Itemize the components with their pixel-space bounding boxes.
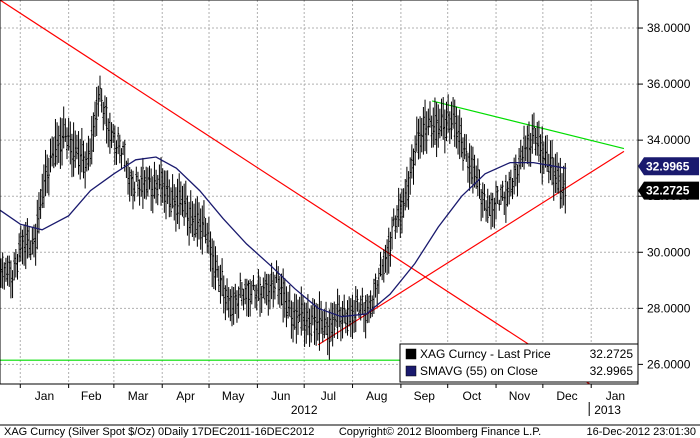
y-tick-label: 36.0000 bbox=[647, 77, 691, 91]
x-tick-label: Oct bbox=[463, 389, 482, 403]
last-value-badge bbox=[638, 181, 699, 200]
y-tick-label: 34.0000 bbox=[647, 133, 691, 147]
last-value-label: 32.2725 bbox=[646, 184, 690, 198]
y-tick-label: 30.0000 bbox=[647, 245, 691, 259]
year-label: 2013 bbox=[594, 403, 621, 417]
x-tick-label: Jul bbox=[321, 389, 336, 403]
y-axis-ticks: 26.000028.000030.000032.000034.000036.00… bbox=[638, 21, 691, 371]
legend-value: 32.2725 bbox=[590, 347, 634, 361]
y-tick-label: 26.0000 bbox=[647, 357, 691, 371]
x-axis-ticks: Jan Feb Mar Apr May Jun Jul Aug Sep Oct Nov Dec Jan2… bbox=[19, 384, 625, 417]
x-tick-label: Feb bbox=[81, 389, 102, 403]
legend-label: SMAVG (55) on Close bbox=[420, 364, 538, 378]
y-tick-label: 38.0000 bbox=[647, 21, 691, 35]
x-tick-label: Aug bbox=[366, 389, 387, 403]
legend: XAG Curncy - Last Price 32.2725 SMAVG (55)… bbox=[399, 343, 639, 383]
x-tick-label: Apr bbox=[176, 389, 195, 403]
last-value-label: 32.9965 bbox=[646, 159, 690, 173]
footer-right: 16-Dec-2012 23:01:30 bbox=[587, 426, 696, 438]
plot-frame bbox=[0, 0, 639, 385]
sma-55-line bbox=[0, 156, 567, 318]
trend-line bbox=[431, 100, 625, 150]
legend-value: 32.9965 bbox=[590, 364, 634, 378]
x-tick-label: Nov bbox=[509, 389, 530, 403]
grid-lines bbox=[0, 0, 638, 384]
x-tick-label: Mar bbox=[128, 389, 149, 403]
x-tick-label: Sep bbox=[414, 389, 436, 403]
year-label: 2012 bbox=[291, 403, 318, 417]
legend-box bbox=[399, 343, 639, 383]
trend-line bbox=[0, 0, 590, 385]
x-tick-label: Jan bbox=[606, 389, 625, 403]
footer-left: XAG Curncy (Silver Spot $/Oz) 0Daily 17D… bbox=[4, 426, 314, 438]
footer-center: Copyright© 2012 Bloomberg Finance L.P. bbox=[339, 426, 541, 438]
legend-swatch bbox=[405, 365, 417, 377]
x-tick-label: Jun bbox=[271, 389, 290, 403]
ohlc-bars bbox=[0, 75, 567, 360]
legend-label: XAG Curncy - Last Price bbox=[420, 347, 551, 361]
last-value-badge bbox=[638, 157, 699, 176]
sma-line bbox=[0, 156, 567, 318]
x-tick-label: Jan bbox=[35, 389, 54, 403]
x-tick-label: May bbox=[222, 389, 245, 403]
y-tick-label: 28.0000 bbox=[647, 301, 691, 315]
last-value-labels: 32.9965 32.2725 bbox=[638, 157, 699, 200]
x-tick-label: Dec bbox=[556, 389, 577, 403]
legend-swatch bbox=[405, 348, 417, 360]
